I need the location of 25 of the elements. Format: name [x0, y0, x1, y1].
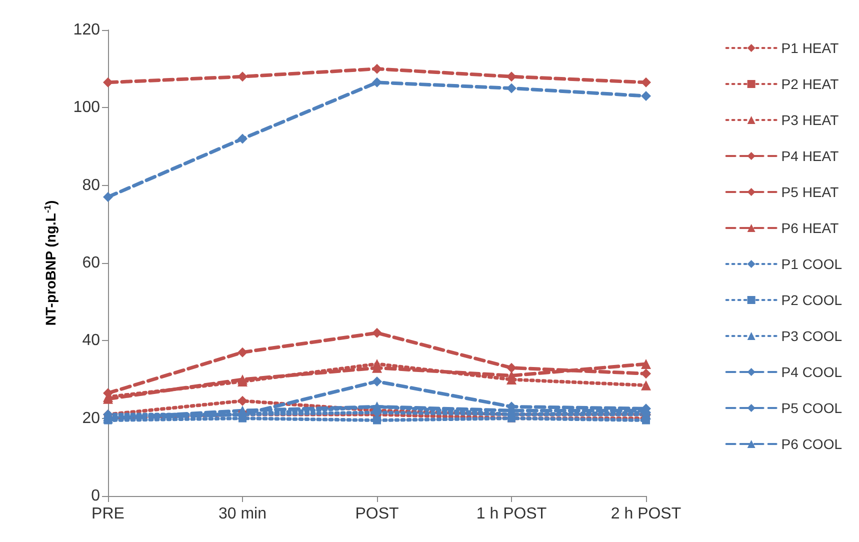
- x-tick-label: POST: [355, 506, 400, 522]
- y-tick-label: 120: [73, 22, 100, 38]
- legend-label: P3 COOL: [781, 328, 842, 344]
- y-tick-label: 40: [82, 332, 100, 350]
- legend-label: P4 HEAT: [781, 148, 840, 164]
- y-tick-label: 0: [91, 488, 100, 504]
- x-tick-label: 1 h POST: [476, 506, 547, 522]
- legend-label: P6 HEAT: [781, 220, 840, 236]
- x-tick-label: PRE: [92, 506, 124, 522]
- legend-label: P2 HEAT: [781, 76, 840, 92]
- y-tick-label: 80: [82, 176, 100, 194]
- legend-label: P4 COOL: [781, 364, 842, 380]
- y-tick-label: 60: [82, 254, 100, 272]
- y-axis-title: NT-proBNP (ng.L-1): [42, 200, 58, 326]
- legend-label: P3 HEAT: [781, 112, 840, 128]
- x-tick-label: 30 min: [218, 506, 267, 522]
- x-tick-label: 2 h POST: [610, 506, 682, 522]
- y-tick-label: 20: [82, 410, 100, 427]
- legend-label: P1 HEAT: [781, 40, 840, 56]
- y-tick-label: 100: [73, 99, 100, 116]
- legend-label: P6 COOL: [781, 436, 842, 452]
- legend-label: P5 HEAT: [781, 184, 840, 200]
- legend-label: P5 COOL: [781, 400, 842, 416]
- legend-label: P2 COOL: [781, 292, 842, 308]
- legend-label: P1 COOL: [781, 256, 842, 272]
